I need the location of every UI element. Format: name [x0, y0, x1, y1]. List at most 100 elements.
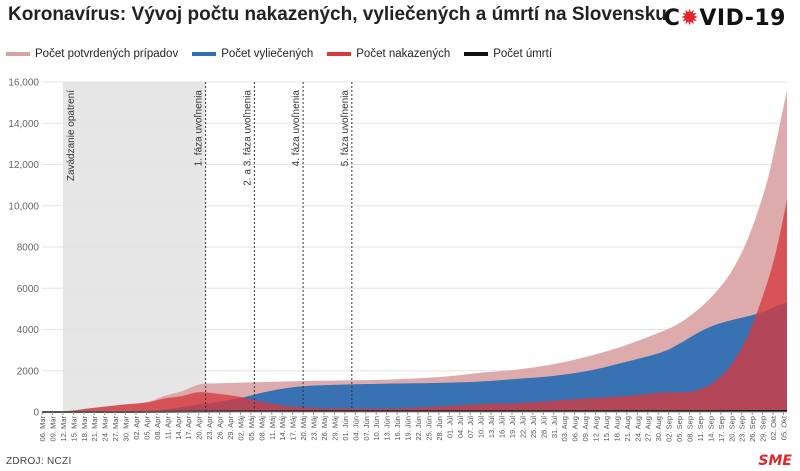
legend-swatch-deaths [464, 52, 489, 56]
legend-label-confirmed: Počet potvrdených prípadov [35, 48, 179, 60]
shaded-region-label: Zavádzanie opatrení [66, 90, 77, 181]
y-tick-label: 10,000 [8, 201, 39, 212]
x-tick-label: 19. Jún [404, 416, 413, 441]
x-tick-label: 12. Mar [59, 416, 68, 442]
x-tick-label: 04. Júl [456, 416, 465, 438]
x-tick-label: 22. Jún [414, 416, 423, 441]
x-tick-label: 21. Aug [623, 416, 632, 441]
x-tick-label: 31. Júl [550, 416, 559, 438]
x-tick-label: 15. Aug [602, 416, 611, 441]
logo-suffix: VID-19 [699, 6, 786, 31]
x-tick-label: 29. Sep [759, 416, 768, 442]
legend-swatch-recovered [192, 52, 217, 56]
chart-title: Koronavírus: Vývoj počtu nakazených, vyl… [8, 4, 667, 25]
x-tick-label: 13. Jún [383, 416, 392, 441]
x-tick-label: 10. Júl [477, 416, 486, 438]
legend-label-active: Počet nakazených [356, 48, 451, 60]
x-tick-label: 08. Sep [686, 416, 695, 442]
x-tick-label: 05. Sep [675, 416, 684, 442]
x-tick-label: 30. Mar [122, 416, 131, 442]
x-tick-label: 23. Máj [310, 416, 319, 441]
x-tick-label: 30. Aug [654, 416, 663, 441]
y-tick-label: 14,000 [8, 119, 39, 130]
x-tick-label: 01. Jún [341, 416, 350, 441]
legend-label-deaths: Počet úmrtí [493, 48, 553, 60]
phase-marker-label: 2. a 3. fáza uvoľnenia [242, 90, 253, 186]
x-tick-label: 19. Júl [508, 416, 517, 438]
x-tick-label: 05. Okt [780, 415, 789, 440]
x-tick-label: 20. Máj [299, 416, 308, 441]
x-tick-label: 27. Mar [111, 416, 120, 442]
x-tick-label: 02. Apr [132, 416, 141, 440]
x-tick-label: 06. Aug [571, 416, 580, 441]
x-tick-label: 17. Apr [184, 416, 193, 440]
x-tick-label: 10. Jún [372, 416, 381, 441]
x-tick-label: 26. Máj [320, 416, 329, 441]
y-tick-label: 6000 [17, 284, 40, 295]
x-tick-label: 20. Sep [727, 416, 736, 442]
x-tick-label: 02. Máj [236, 416, 245, 441]
x-tick-label: 02. Okt [769, 415, 778, 440]
x-tick-label: 21. Mar [90, 416, 99, 442]
x-tick-label: 18. Mar [80, 416, 89, 442]
x-tick-label: 16. Jún [393, 416, 402, 441]
logo-prefix: C [663, 6, 681, 31]
x-tick-label: 09. Mar [48, 416, 57, 442]
x-tick-label: 05. Máj [247, 416, 256, 441]
x-tick-label: 24. Aug [633, 416, 642, 441]
x-tick-label: 11. Máj [268, 416, 277, 440]
legend-label-recovered: Počet vyliečených [221, 48, 314, 60]
y-tick-label: 2000 [17, 366, 40, 377]
series-active-area [42, 199, 787, 412]
y-tick-label: 0 [33, 408, 39, 419]
x-tick-label: 22. Júl [518, 416, 527, 438]
x-tick-label: 28. Jún [435, 416, 444, 441]
x-tick-label: 14. Máj [278, 416, 287, 441]
series-recovered-area [42, 302, 787, 412]
x-tick-label: 27. Aug [644, 416, 653, 441]
x-tick-label: 14. Apr [174, 416, 183, 440]
x-tick-label: 17. Máj [289, 416, 298, 441]
phase-marker-label: 5. fáza uvoľnenia [340, 90, 351, 167]
y-tick-label: 4000 [17, 325, 40, 336]
legend-item-confirmed[interactable]: Počet potvrdených prípadov [6, 48, 178, 60]
x-tick-label: 03. Aug [560, 416, 569, 441]
x-tick-label: 15. Mar [69, 416, 78, 442]
x-tick-label: 05. Apr [142, 416, 151, 440]
x-tick-label: 23. Apr [205, 416, 214, 440]
x-tick-label: 18. Aug [612, 416, 621, 441]
sme-logo: SME [758, 453, 792, 469]
x-tick-label: 07. Júl [466, 416, 475, 438]
source-note: ZDROJ: NCZI [6, 456, 72, 467]
x-tick-label: 25. Júl [529, 416, 538, 438]
x-tick-label: 06. Mar [38, 416, 47, 442]
legend-item-active[interactable]: Počet nakazených [327, 48, 450, 60]
x-tick-label: 09. Aug [581, 416, 590, 441]
legend-swatch-confirmed [6, 52, 30, 56]
legend-item-recovered[interactable]: Počet vyliečených [192, 48, 313, 60]
x-tick-label: 12. Aug [592, 416, 601, 441]
phase-marker-label: 1. fáza uvoľnenia [194, 90, 205, 167]
x-tick-label: 20. Apr [195, 416, 204, 440]
x-tick-label: 11. Sep [696, 416, 705, 441]
x-tick-label: 17. Sep [717, 416, 726, 442]
virus-icon: ✹ [680, 6, 700, 31]
x-tick-label: 08. Apr [153, 416, 162, 440]
covid-logo: C✹VID-19 [664, 6, 786, 31]
x-tick-label: 07. Jún [362, 416, 371, 441]
x-tick-label: 14. Sep [706, 416, 715, 442]
x-tick-label: 08. Máj [257, 416, 266, 441]
x-tick-label: 26. Apr [216, 416, 225, 440]
x-tick-label: 26. Sep [748, 416, 757, 442]
y-tick-label: 16,000 [8, 78, 39, 89]
legend-swatch-active [327, 52, 352, 56]
x-tick-label: 04. Jún [351, 416, 360, 441]
x-tick-label: 28. Júl [539, 416, 548, 438]
x-tick-label: 01. Júl [445, 416, 454, 438]
x-tick-label: 25. Jún [424, 416, 433, 441]
phase-marker-label: 4. fáza uvoľnenia [291, 90, 302, 167]
legend-item-deaths[interactable]: Počet úmrtí [464, 48, 552, 60]
x-tick-label: 29. Máj [330, 416, 339, 441]
x-tick-label: 13. Júl [487, 416, 496, 438]
